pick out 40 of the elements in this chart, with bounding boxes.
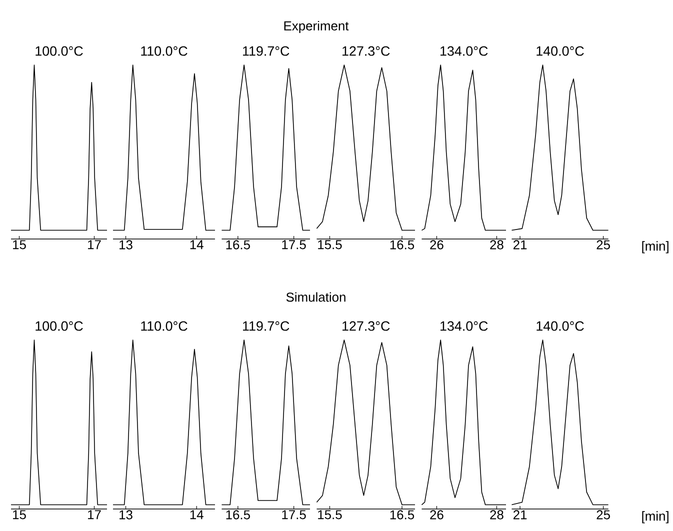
chart-title: 140.0°C (536, 321, 584, 331)
chart-title: 119.7°C (243, 46, 290, 56)
x-tick-label: 16.5 (226, 510, 250, 520)
chart-title: 140.0°C (536, 46, 584, 56)
x-tick-label: 17.5 (282, 240, 306, 250)
x-tick-label: 17 (88, 510, 101, 520)
x-axis-title: [min] (642, 511, 668, 524)
x-tick-label: 26 (430, 240, 444, 250)
x-tick-label: 16.5 (390, 510, 414, 520)
chart-title: 110.0°C (141, 46, 188, 56)
x-tick-label: 14 (190, 240, 204, 250)
x-tick-label: 13 (120, 510, 132, 520)
chart-title: 134.0°C (440, 321, 488, 331)
x-tick-label: 28 (490, 240, 504, 250)
x-tick-label: 25 (596, 510, 610, 520)
x-tick-label: 16.5 (226, 240, 250, 250)
text: Simulation (286, 292, 346, 302)
x-tick-label: 14 (190, 510, 204, 520)
chart-title: 110.0°C (141, 321, 188, 331)
x-tick-label: 21 (513, 510, 527, 520)
chart-title: 100.0°C (36, 321, 83, 331)
x-tick-label: 13 (120, 240, 132, 250)
x-tick-label: 15 (13, 240, 26, 250)
x-tick-label: 17.5 (282, 510, 306, 520)
chart-title: 127.3°C (342, 46, 390, 56)
chart-title: 134.0°C (440, 46, 488, 56)
x-tick-label: 15.5 (318, 240, 342, 250)
x-axis-title: [min] (642, 241, 668, 254)
chart-title: 127.3°C (342, 321, 390, 331)
chart-title: 100.0°C (36, 46, 83, 56)
text: Experiment (284, 20, 349, 34)
x-tick-label: 28 (490, 510, 504, 520)
x-tick-label: 15.5 (318, 510, 342, 520)
x-tick-label: 16.5 (390, 240, 414, 250)
x-tick-label: 15 (13, 510, 26, 520)
x-tick-label: 21 (513, 240, 527, 250)
x-tick-label: 26 (430, 510, 444, 520)
x-tick-label: 25 (596, 240, 610, 250)
chart-title: 119.7°C (243, 321, 290, 331)
x-tick-label: 17 (88, 240, 101, 250)
